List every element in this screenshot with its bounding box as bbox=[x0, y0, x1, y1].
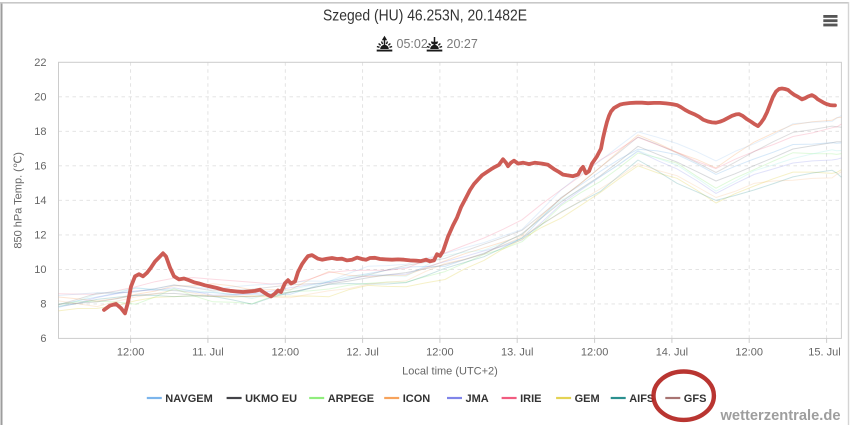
svg-text:20:27: 20:27 bbox=[447, 37, 478, 51]
svg-text:05:02: 05:02 bbox=[397, 37, 428, 51]
svg-text:8: 8 bbox=[40, 299, 46, 311]
svg-text:GEM: GEM bbox=[575, 393, 600, 405]
svg-text:12:00: 12:00 bbox=[735, 347, 763, 359]
svg-text:18: 18 bbox=[34, 126, 46, 138]
svg-text:ICON: ICON bbox=[403, 393, 431, 405]
svg-text:12:00: 12:00 bbox=[272, 347, 300, 359]
svg-text:NAVGEM: NAVGEM bbox=[165, 393, 212, 405]
svg-text:Local time (UTC+2): Local time (UTC+2) bbox=[402, 366, 498, 378]
svg-text:12:00: 12:00 bbox=[426, 347, 454, 359]
svg-text:AIFS: AIFS bbox=[629, 393, 654, 405]
svg-text:11. Jul: 11. Jul bbox=[192, 347, 224, 359]
svg-text:10: 10 bbox=[34, 264, 46, 276]
svg-text:12:00: 12:00 bbox=[581, 347, 609, 359]
svg-text:Szeged (HU) 46.253N, 20.1482E: Szeged (HU) 46.253N, 20.1482E bbox=[323, 8, 527, 25]
svg-text:GFS: GFS bbox=[684, 393, 707, 405]
svg-text:IRIE: IRIE bbox=[520, 393, 541, 405]
svg-text:20: 20 bbox=[34, 92, 46, 104]
svg-text:12. Jul: 12. Jul bbox=[346, 347, 378, 359]
svg-text:15. Jul: 15. Jul bbox=[808, 347, 840, 359]
svg-text:wetterzentrale.de: wetterzentrale.de bbox=[720, 407, 841, 424]
svg-text:14. Jul: 14. Jul bbox=[656, 347, 688, 359]
svg-text:22: 22 bbox=[34, 57, 46, 69]
svg-text:12: 12 bbox=[34, 230, 46, 242]
svg-text:16: 16 bbox=[34, 161, 46, 173]
svg-text:6: 6 bbox=[40, 333, 46, 345]
svg-text:850 hPa Temp. (℃): 850 hPa Temp. (℃) bbox=[13, 152, 25, 249]
svg-text:ARPEGE: ARPEGE bbox=[328, 393, 374, 405]
svg-text:13. Jul: 13. Jul bbox=[501, 347, 533, 359]
svg-text:14: 14 bbox=[34, 195, 46, 207]
svg-text:JMA: JMA bbox=[466, 393, 489, 405]
svg-text:UKMO EU: UKMO EU bbox=[245, 393, 297, 405]
svg-text:12:00: 12:00 bbox=[117, 347, 145, 359]
